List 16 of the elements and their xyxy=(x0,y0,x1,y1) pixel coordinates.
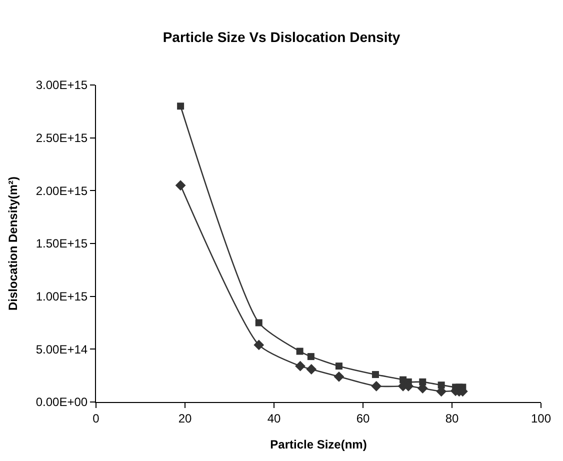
x-tick-label: 100 xyxy=(530,411,552,426)
y-tick-label: 5.00E+14 xyxy=(36,342,88,356)
x-tick-label: 80 xyxy=(445,411,459,426)
x-tick-label: 20 xyxy=(178,411,192,426)
chart-title: Particle Size Vs Dislocation Density xyxy=(162,29,400,46)
x-tick-label: 40 xyxy=(267,411,281,426)
y-axis-title: Dislocation Density(m²) xyxy=(6,176,20,311)
y-tick-label: 2.00E+15 xyxy=(36,184,88,198)
y-tick-label: 3.00E+15 xyxy=(36,78,88,92)
y-tick-label: 1.50E+15 xyxy=(36,236,88,251)
y-tick-label: 2.50E+15 xyxy=(36,131,88,146)
x-tick-label: 60 xyxy=(356,411,370,426)
y-tick-label: 1.00E+15 xyxy=(36,290,88,304)
x-tick-label: 0 xyxy=(92,411,100,426)
x-axis-title: Particle Size(nm) xyxy=(270,437,367,452)
y-tick-label: 0.00E+00 xyxy=(36,395,88,410)
